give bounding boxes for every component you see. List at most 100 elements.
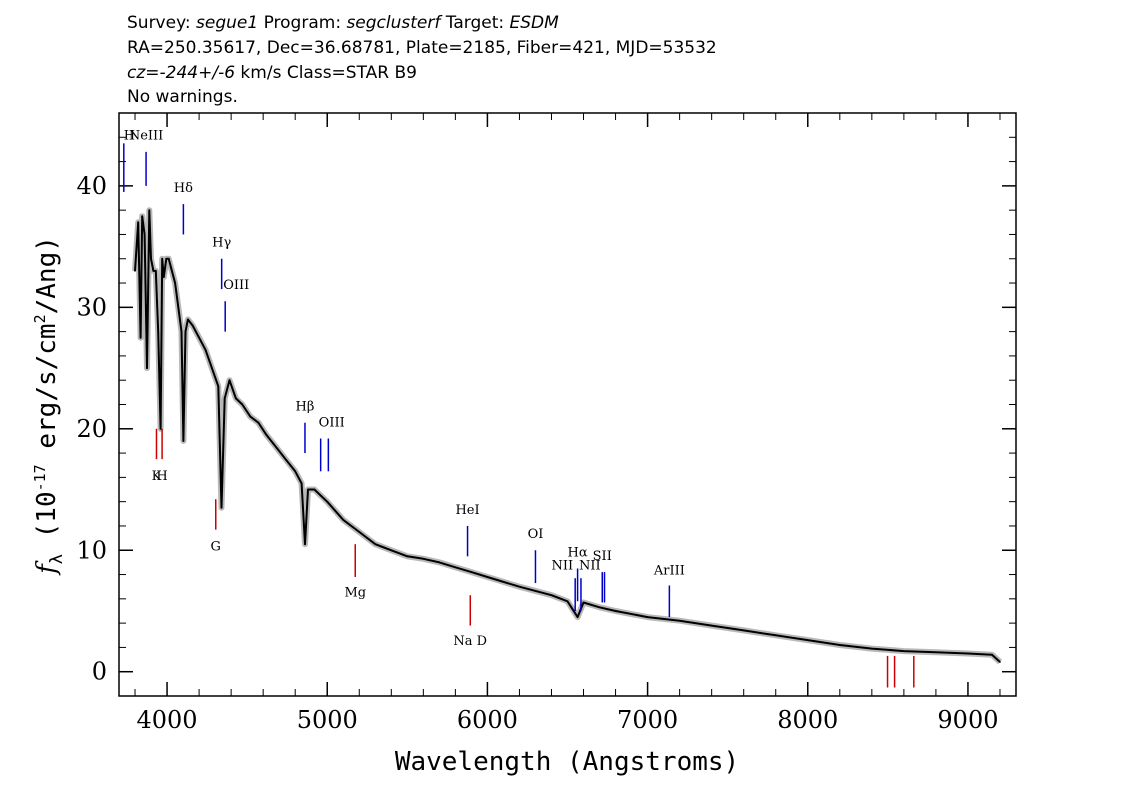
flux-data-point	[150, 257, 152, 260]
flux-data-point	[422, 557, 425, 560]
flux-data-point	[991, 653, 993, 656]
y-tick-label: 30	[76, 293, 107, 321]
spectral-line-label: Mg	[344, 585, 366, 600]
spectral-line-label: H	[156, 469, 167, 484]
flux-data-point	[839, 644, 841, 646]
flux-data-point	[161, 257, 164, 260]
header-text: Target:	[440, 13, 509, 33]
header-value: ESDM	[510, 13, 560, 33]
spectral-line-label: ArIII	[653, 564, 685, 579]
flux-data-point	[454, 566, 457, 569]
flux-data-point	[486, 576, 489, 578]
y-tick-label: 0	[92, 658, 107, 686]
flux-data-point	[167, 257, 170, 260]
flux-data-point	[211, 367, 213, 369]
flux-error-band	[132, 207, 1003, 665]
header-text: Program:	[258, 13, 346, 33]
spectral-line-label: NII	[552, 559, 574, 574]
flux-data-point	[678, 619, 681, 622]
flux-data-point	[598, 606, 601, 609]
spectral-line-label: OI	[528, 527, 544, 542]
y-axis-title: fλ (10-17 erg/s/cm2/Ang)	[31, 236, 67, 576]
flux-data-point	[358, 531, 361, 533]
flux-data-point	[223, 397, 226, 400]
flux-data-point	[374, 543, 377, 545]
x-tick-label: 4000	[137, 706, 198, 734]
flux-data-point	[806, 639, 809, 641]
ylabel-subscript: λ	[47, 554, 67, 564]
flux-data-point	[235, 397, 237, 400]
spectrum-header: Survey: segue1 Program: segclusterf Targ…	[127, 13, 717, 107]
flux-data-point	[300, 482, 303, 485]
header-line-coordinates: RA=250.35617, Dec=36.68781, Plate=2185, …	[127, 38, 717, 58]
flux-data-point	[438, 561, 441, 564]
spectral-line-label: Hδ	[174, 181, 193, 196]
x-tick-label: 5000	[297, 706, 358, 734]
spectral-line-label: G	[211, 539, 221, 554]
header-text: Survey:	[127, 13, 196, 33]
x-tick-label: 6000	[457, 706, 518, 734]
x-axis-title: Wavelength (Angstroms)	[395, 747, 739, 777]
flux-data-point	[141, 215, 144, 218]
spectral-line-label: SII	[593, 549, 612, 564]
flux-data-point	[182, 440, 185, 442]
flux-data-point	[228, 379, 231, 382]
flux-data-point	[342, 519, 345, 521]
flux-data-point	[304, 543, 306, 545]
flux-data-point	[134, 270, 136, 272]
axes: 4000 5000 6000 7000 8000 9000 0 10 20 30 40	[76, 112, 1017, 734]
flux-data-point	[646, 616, 649, 618]
spectral-line-label: Hα	[568, 545, 588, 560]
header-value: segue1	[196, 13, 258, 33]
flux-data-point	[742, 629, 745, 632]
ylabel-unit: erg/s/cm	[32, 323, 62, 464]
flux-data-point	[159, 427, 162, 430]
flux-data-point	[157, 330, 160, 333]
ylabel-exponent: 2	[31, 314, 49, 323]
flux-data-point	[220, 506, 223, 509]
spectral-line-label: NII	[579, 559, 601, 574]
header-value: cz=-244+/-6	[127, 63, 235, 83]
flux-data-point	[390, 549, 393, 552]
header-value: segclusterf	[346, 13, 443, 33]
ylabel-exponent: -17	[31, 464, 49, 491]
flux-data-point	[313, 488, 316, 491]
flux-data-point	[576, 616, 579, 618]
flux-data-point	[710, 624, 713, 627]
flux-data-point	[152, 270, 155, 272]
flux-data-point	[165, 257, 168, 260]
header-text: km/s Class=STAR B9	[235, 63, 417, 83]
y-tick-label: 20	[76, 415, 107, 443]
spectral-line-label: K	[152, 469, 162, 484]
x-tick-label: 9000	[937, 706, 998, 734]
flux-data-point	[143, 233, 146, 236]
flux-data-point	[967, 652, 969, 655]
flux-data-point	[284, 458, 287, 460]
flux-data-point	[204, 349, 207, 351]
y-tick-label: 10	[76, 536, 107, 564]
spectral-line-label: OIII	[319, 415, 345, 430]
ylabel-unit: (10	[32, 491, 62, 554]
flux-data-point	[774, 634, 777, 637]
flux-data-point	[307, 488, 309, 491]
spectral-line-label: HeI	[455, 503, 479, 518]
flux-data-point	[999, 661, 1001, 663]
flux-data-point	[935, 651, 937, 654]
flux-data-point	[257, 421, 260, 424]
flux-data-point	[191, 324, 194, 327]
flux-data-point	[275, 446, 277, 448]
flux-data-point	[155, 270, 157, 272]
flux-data-point	[174, 282, 176, 284]
flux-data-point	[217, 385, 220, 388]
spectral-line-label: Na D	[453, 634, 487, 649]
flux-data-point	[146, 367, 148, 369]
flux-data-point	[566, 600, 569, 603]
spectral-line-label: OIII	[223, 278, 249, 293]
x-tick-label: 7000	[617, 706, 678, 734]
spectral-line-label: NeIII	[129, 129, 163, 144]
spectral-line-markers: HNeIIIHδHγOIIIHβOIIIHeIOINIIHαNIISIIArII…	[123, 129, 915, 688]
flux-data-point	[550, 594, 553, 596]
flux-data-point	[177, 306, 180, 309]
ylabel-unit: /Ang)	[32, 236, 62, 314]
